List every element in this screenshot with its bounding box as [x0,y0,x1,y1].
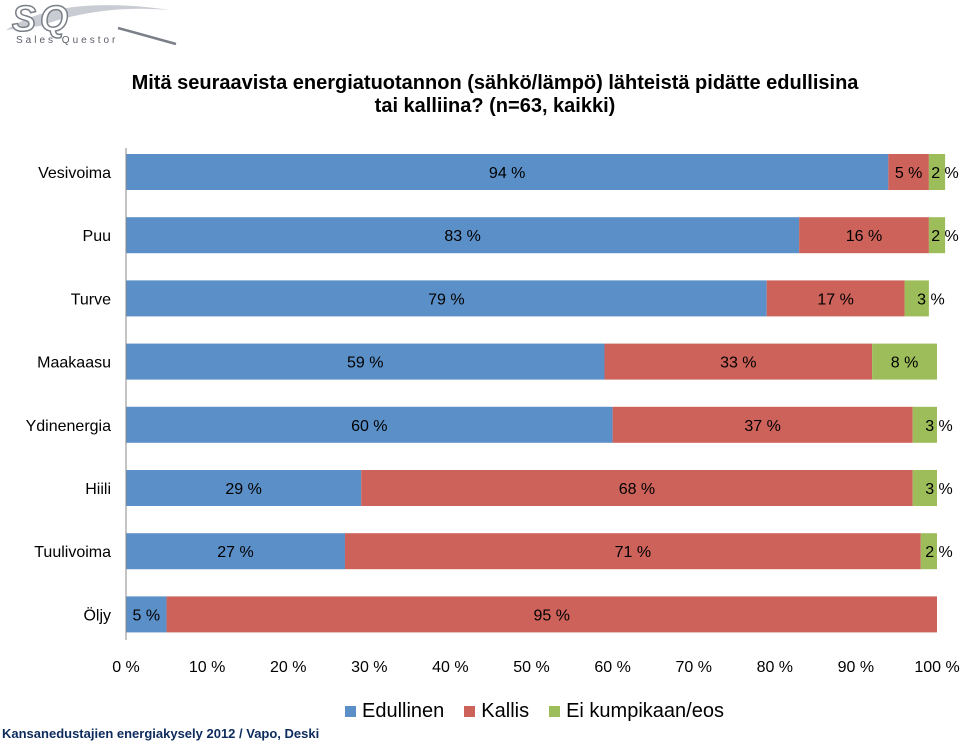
x-tick-label: 90 % [838,659,874,676]
bar-vesivoima-kallis [888,154,929,190]
x-tick-label: 10 % [189,659,225,676]
data-label-puu-ei-kumpikaan-eos: 2 % [931,228,959,245]
bar-turve-kallis [766,280,905,317]
legend-swatch-kallis [464,706,476,717]
data-label-turve-ei-kumpikaan-eos: 3 % [917,291,945,308]
chart-title-line-2: tai kalliina? (n=63, kaikki) [374,95,616,117]
legend-item-eos: Ei kumpikaan/eos [549,700,724,723]
data-label-ydinenergia-ei-kumpikaan-eos: 3 % [925,418,953,435]
data-label-hiili-edullinen: 29 % [225,481,261,498]
data-label-vesivoima-ei-kumpikaan-eos: 2 % [931,165,959,182]
bar-tuulivoima-edullinen [126,533,345,570]
category-label-maakaasu: Maakaasu [37,355,111,372]
bar-puu-kallis [799,217,929,254]
logo-swoosh [6,5,170,30]
category-label-tuulivoima: Tuulivoima [34,544,111,561]
category-label-öljy: Öljy [83,606,111,624]
legend-item-edullinen: Edullinen [345,700,444,723]
bar-turve-ei-kumpikaan-eos [904,280,929,317]
chart-title-line-1: Mitä seuraavista energiatuotannon (sähkö… [131,72,859,94]
data-label-öljy-kallis: 95 % [534,607,570,624]
category-label-vesivoima: Vesivoima [38,165,111,182]
bar-maakaasu-edullinen [126,343,605,380]
x-tick-label: 0 % [112,659,140,676]
data-label-ydinenergia-edullinen: 60 % [351,418,387,435]
data-label-tuulivoima-edullinen: 27 % [217,544,253,561]
x-tick-label: 100 % [914,659,959,676]
legend-label-kallis: Kallis [481,700,530,722]
bar-puu-edullinen [126,217,800,254]
data-label-tuulivoima-kallis: 71 % [615,544,651,561]
x-tick-label: 80 % [757,659,793,676]
bar-vesivoima-ei-kumpikaan-eos [928,154,946,190]
legend-label-edullinen: Edullinen [362,700,445,722]
data-label-hiili-kallis: 68 % [619,481,655,498]
data-label-vesivoima-edullinen: 94 % [489,165,525,182]
sales-questor-logo: SQ Sales Questor [6,0,177,46]
x-tick-label: 70 % [675,659,711,676]
legend: Edullinen Kallis Ei kumpikaan/eos [345,700,724,723]
chart-title: Mitä seuraavista energiatuotannon (sähkö… [0,72,960,118]
logo-tagline: Sales Questor [16,35,118,46]
data-label-turve-kallis: 17 % [817,291,853,308]
x-tick-label: 40 % [432,659,468,676]
bar-ydinenergia-edullinen [126,406,613,443]
bar-öljy-edullinen [126,596,167,633]
data-label-ydinenergia-kallis: 37 % [744,418,780,435]
logo-tail [117,26,177,46]
data-label-maakaasu-kallis: 33 % [720,355,756,372]
x-tick-label: 30 % [351,659,387,676]
bar-hiili-edullinen [126,470,362,506]
bar-maakaasu-kallis [604,343,873,380]
data-label-turve-edullinen: 79 % [428,291,464,308]
logo-mark: SQ [12,0,72,39]
bar-tuulivoima-kallis [344,533,921,570]
category-label-turve: Turve [71,291,111,308]
data-label-maakaasu-edullinen: 59 % [347,355,383,372]
legend-swatch-eos [549,706,561,717]
x-tick-label: 20 % [270,659,306,676]
source-note: Kansanedustajien energiakysely 2012 / Va… [2,726,320,741]
bar-maakaasu-ei-kumpikaan-eos [872,343,937,380]
data-label-maakaasu-ei-kumpikaan-eos: 8 % [891,355,919,372]
stacked-bar-chart: Vesivoima 94 % 5 % 2 % Puu 83 % 16 % 2 % Turve 79… [26,148,960,676]
category-label-ydinenergia: Ydinenergia [26,418,112,435]
bar-tuulivoima-ei-kumpikaan-eos [920,533,937,570]
data-label-hiili-ei-kumpikaan-eos: 3 % [925,481,953,498]
x-tick-label: 60 % [594,659,630,676]
bar-ydinenergia-kallis [612,406,913,443]
bar-öljy-kallis [166,596,938,633]
legend-swatch-edullinen [345,706,356,717]
category-label-puu: Puu [83,228,111,245]
legend-item-kallis: Kallis [464,700,529,723]
bar-vesivoima-edullinen [126,154,889,190]
bar-hiili-kallis [361,470,913,506]
data-label-öljy-edullinen: 5 % [132,607,160,624]
bar-ydinenergia-ei-kumpikaan-eos [912,406,937,443]
data-label-tuulivoima-ei-kumpikaan-eos: 2 % [925,544,953,561]
data-label-vesivoima-kallis: 5 % [895,165,923,182]
category-label-hiili: Hiili [85,481,111,498]
bar-hiili-ei-kumpikaan-eos [912,470,937,506]
data-label-puu-kallis: 16 % [846,228,882,245]
bar-turve-edullinen [126,280,767,317]
x-tick-label: 50 % [513,659,549,676]
legend-label-eos: Ei kumpikaan/eos [566,700,724,722]
data-label-puu-edullinen: 83 % [444,228,480,245]
bar-puu-ei-kumpikaan-eos [928,217,946,254]
